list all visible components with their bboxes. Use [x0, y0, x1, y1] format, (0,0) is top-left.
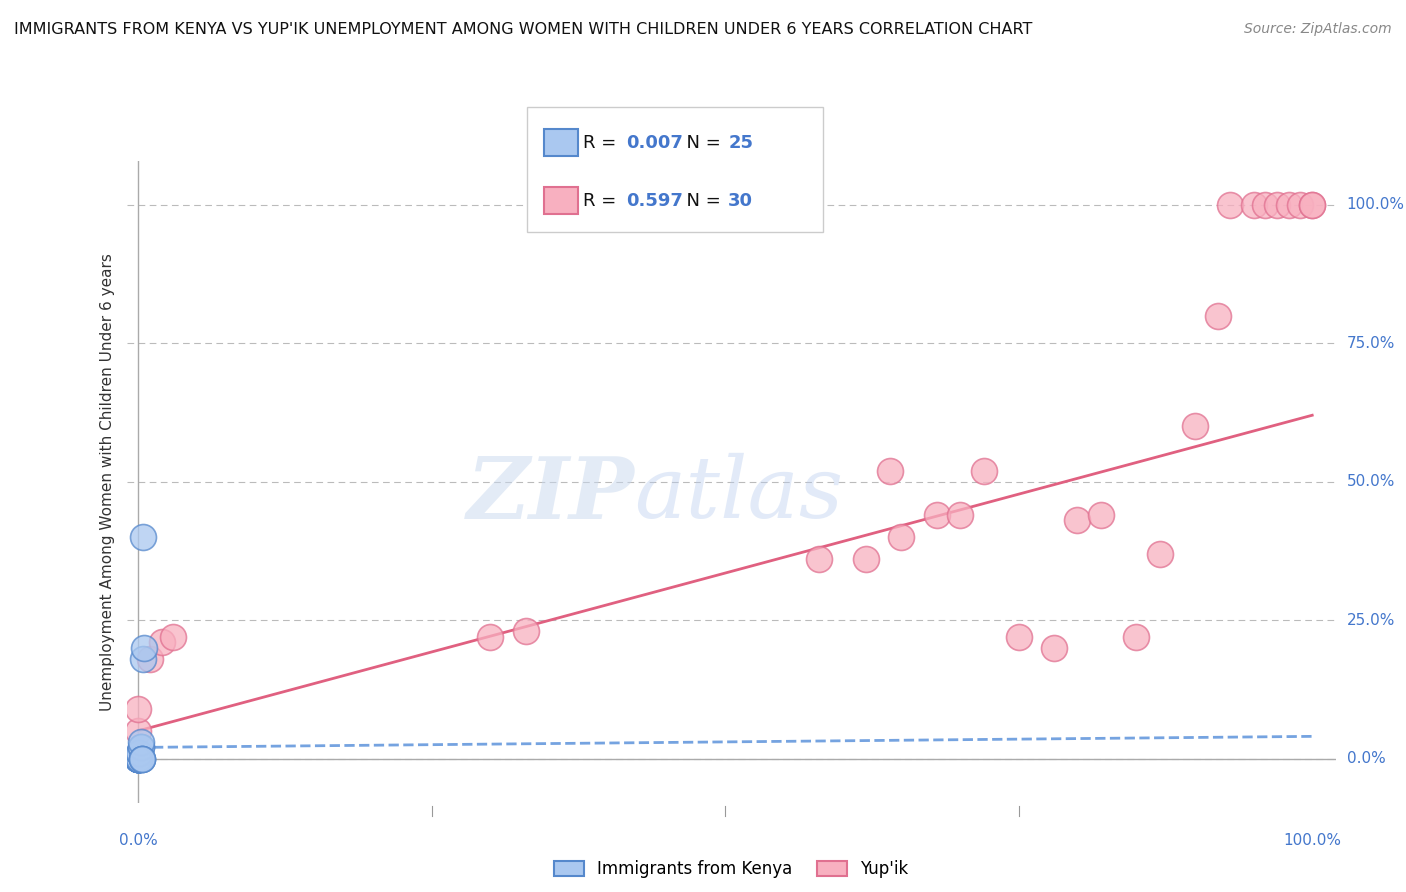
Point	[879, 464, 901, 478]
Point	[1301, 198, 1323, 212]
Point	[150, 635, 173, 649]
Text: 30: 30	[728, 192, 754, 210]
Point	[127, 751, 149, 765]
Point	[973, 464, 995, 478]
Point	[1043, 640, 1066, 655]
Legend: Immigrants from Kenya, Yup'ik: Immigrants from Kenya, Yup'ik	[554, 860, 908, 878]
Point	[127, 751, 149, 765]
Point	[127, 701, 149, 715]
Point	[1278, 198, 1301, 212]
Point	[128, 751, 150, 765]
Point	[132, 652, 155, 666]
Point	[131, 751, 153, 765]
Point	[479, 630, 502, 644]
Point	[162, 630, 184, 644]
Point	[128, 751, 150, 765]
Point	[1219, 198, 1241, 212]
Y-axis label: Unemployment Among Women with Children Under 6 years: Unemployment Among Women with Children U…	[100, 252, 115, 711]
Point	[1149, 547, 1171, 561]
Text: 100.0%: 100.0%	[1347, 197, 1405, 212]
Text: 25: 25	[728, 134, 754, 152]
Point	[1125, 630, 1147, 644]
Point	[127, 751, 149, 765]
Point	[131, 751, 153, 765]
Point	[127, 751, 149, 765]
Point	[515, 624, 537, 639]
Point	[127, 751, 149, 765]
Point	[1301, 198, 1323, 212]
Point	[128, 751, 150, 765]
Text: N =: N =	[675, 192, 727, 210]
Point	[128, 746, 150, 760]
Text: 0.007: 0.007	[626, 134, 682, 152]
Point	[128, 751, 150, 765]
Point	[1008, 630, 1031, 644]
Text: 25.0%: 25.0%	[1347, 613, 1395, 628]
Point	[127, 751, 149, 765]
Text: 0.0%: 0.0%	[120, 833, 157, 848]
Text: R =: R =	[583, 192, 623, 210]
Text: 100.0%: 100.0%	[1284, 833, 1341, 848]
Point	[127, 751, 149, 765]
Point	[1066, 513, 1088, 527]
Point	[127, 751, 149, 765]
Point	[127, 751, 149, 765]
Point	[949, 508, 972, 522]
Text: 75.0%: 75.0%	[1347, 335, 1395, 351]
Text: 0.597: 0.597	[626, 192, 682, 210]
Point	[1090, 508, 1112, 522]
Point	[128, 751, 150, 765]
Point	[128, 746, 150, 760]
Point	[925, 508, 948, 522]
Text: 0.0%: 0.0%	[1347, 751, 1385, 766]
Point	[127, 723, 149, 738]
Point	[1265, 198, 1288, 212]
Point	[134, 640, 156, 655]
Point	[890, 530, 912, 544]
Text: Source: ZipAtlas.com: Source: ZipAtlas.com	[1244, 22, 1392, 37]
Point	[808, 552, 831, 566]
Point	[1254, 198, 1277, 212]
Point	[1243, 198, 1265, 212]
Point	[1208, 309, 1230, 323]
Text: ZIP: ZIP	[467, 453, 634, 536]
Point	[139, 652, 162, 666]
Text: atlas: atlas	[634, 453, 844, 536]
Point	[129, 740, 152, 755]
Point	[132, 530, 155, 544]
Text: 50.0%: 50.0%	[1347, 475, 1395, 489]
Point	[1184, 419, 1206, 434]
Text: N =: N =	[675, 134, 727, 152]
Point	[127, 751, 149, 765]
Point	[129, 740, 152, 755]
Text: IMMIGRANTS FROM KENYA VS YUP'IK UNEMPLOYMENT AMONG WOMEN WITH CHILDREN UNDER 6 Y: IMMIGRANTS FROM KENYA VS YUP'IK UNEMPLOY…	[14, 22, 1032, 37]
Point	[1289, 198, 1312, 212]
Point	[129, 735, 152, 749]
Point	[855, 552, 877, 566]
Point	[131, 751, 153, 765]
Text: R =: R =	[583, 134, 623, 152]
